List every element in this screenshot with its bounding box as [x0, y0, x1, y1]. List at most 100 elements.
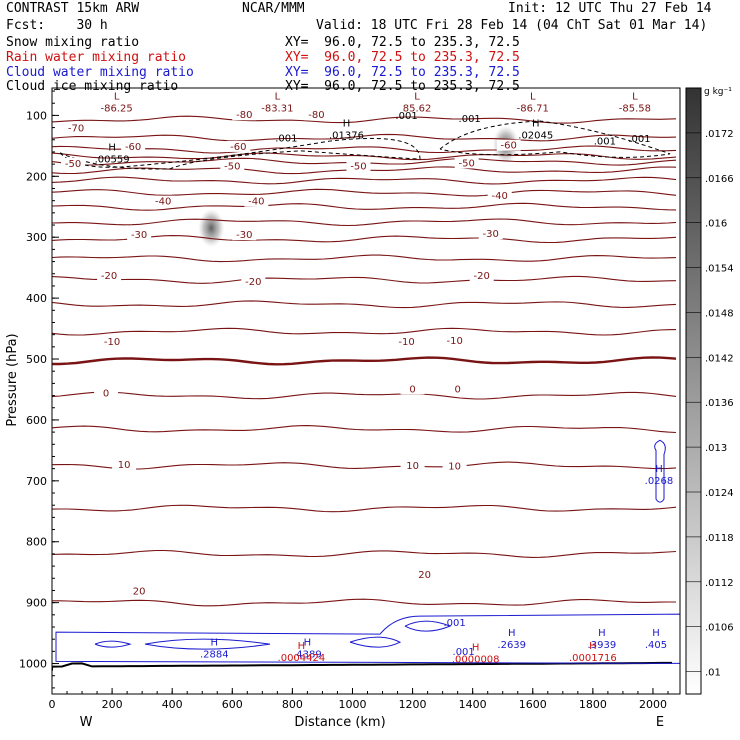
temp-contour: [52, 202, 677, 211]
rain-high-value: .0000008: [452, 654, 500, 665]
water-high-marker: H: [508, 628, 516, 639]
temp-contour-label: -70: [68, 124, 84, 135]
colorbar: g kg⁻¹ .0172 .0166 .016 .0154 .0148 .0142 .013…: [685, 87, 734, 695]
y-axis-label: Pressure (hPa): [5, 333, 20, 426]
x-axis-east-label: E: [656, 715, 664, 730]
colorbar-label: .0148: [705, 308, 734, 319]
temp-label-bg: [400, 460, 425, 472]
x-tick-label: 1000: [338, 698, 366, 711]
water-contour: [404, 620, 452, 632]
y-tick-label: 400: [26, 292, 47, 305]
temp-contour-label: 20: [133, 587, 146, 598]
temp-label-bg: [442, 460, 467, 472]
field-cloudwater-xy: XY= 96.0, 72.5 to 235.3, 72.5: [285, 65, 520, 80]
field-cloudwater-name: Cloud water mixing ratio: [6, 65, 194, 80]
temp-low-marker: L: [632, 91, 638, 102]
temp-contour-label: 0: [103, 389, 109, 400]
model-title: CONTRAST 15km ARW: [6, 1, 140, 16]
colorbar-unit: g kg⁻¹: [704, 87, 732, 97]
temp-label-bg: [487, 190, 512, 202]
x-tick-label: 1200: [399, 698, 427, 711]
temp-contour-label: -80: [236, 110, 252, 121]
temp-contour: [52, 356, 677, 366]
valid-time: Valid: 18 UTC Fri 28 Feb 14 (04 ChT Sat …: [316, 18, 708, 33]
temp-label-bg: [151, 195, 176, 207]
water-high-value: .2639: [497, 640, 526, 651]
rain-high-value: .0004424: [278, 653, 326, 664]
colorbar-label: .0112: [705, 578, 734, 589]
temp-label-bg: [496, 139, 521, 151]
temp-label-bg: [304, 109, 329, 121]
field-cloudice-name: Cloud ice mixing ratio: [6, 79, 179, 94]
temp-label-bg: [412, 569, 437, 581]
water-contour: [144, 638, 271, 650]
temp-contour-label: 0: [409, 384, 415, 395]
temp-label-bg: [445, 383, 470, 395]
field-cloudice-xy: XY= 96.0, 72.5 to 235.3, 72.5: [285, 79, 520, 94]
water-high-value: .0268: [645, 476, 674, 487]
temp-contour-label: -50: [65, 159, 81, 170]
rain-high-value: .0001716: [569, 653, 617, 664]
temp-contour-label: -30: [236, 230, 252, 241]
water-high-marker: H: [652, 628, 660, 639]
water-high-value: .4389: [293, 650, 322, 661]
cloud-ice-contours: [59, 120, 671, 170]
temp-contour: [52, 461, 677, 470]
temp-contour: [52, 145, 677, 154]
temp-contour-label: -30: [483, 229, 499, 240]
field-snow-name: Snow mixing ratio: [6, 35, 140, 50]
ice-high-marker: H: [532, 119, 540, 130]
plot-frame: [51, 87, 681, 695]
temp-contour-label: -60: [125, 142, 141, 153]
temp-low-value: -83.31: [261, 103, 293, 114]
temp-label-bg: [220, 160, 245, 172]
forecast-hour: Fcst: 30 h: [6, 18, 108, 33]
ice-high-value: .00559: [95, 154, 130, 165]
ice-contour-label: .001: [628, 134, 650, 145]
temp-label-bg: [478, 227, 503, 239]
field-rain-name: Rain water mixing ratio: [6, 50, 187, 65]
temp-contour-label: -30: [131, 230, 147, 241]
temp-label-bg: [64, 122, 89, 134]
temperature-contours: [52, 115, 677, 671]
colorbar-label: .0136: [705, 398, 734, 409]
colorbar-label: .0172: [705, 129, 734, 140]
temp-label-bg: [121, 140, 146, 152]
temp-contour: [52, 504, 677, 513]
temp-contour: [52, 176, 677, 185]
temp-contour-label: -50: [224, 161, 240, 172]
rain-high-marker: H: [472, 642, 480, 653]
x-tick-label: 1400: [459, 698, 487, 711]
temp-label-bg: [241, 276, 266, 288]
temp-contour-label: -20: [474, 271, 490, 282]
temp-low-marker: L: [114, 91, 120, 102]
temp-low-value: -85.58: [619, 103, 651, 114]
temp-label-bg: [346, 160, 371, 172]
water-high-marker: H: [655, 464, 663, 475]
y-tick-label: 900: [26, 597, 47, 610]
temp-contour: [52, 275, 677, 284]
ice-contour: [439, 120, 671, 158]
colorbar-ramp: [685, 87, 702, 695]
temp-contour-label: -50: [458, 158, 474, 169]
y-tick-label: 100: [26, 109, 47, 122]
temp-contour-label: -50: [350, 161, 366, 172]
temp-contour: [52, 152, 677, 161]
water-high-value: .3939: [588, 640, 617, 651]
temp-label-bg: [454, 157, 479, 169]
x-tick-label: 2000: [639, 698, 667, 711]
y-tick-label: 700: [26, 475, 47, 488]
init-time: Init: 12 UTC Thu 27 Feb 14: [508, 1, 712, 16]
temp-contour: [52, 425, 677, 434]
ice-contour-label: .001: [395, 111, 417, 122]
temp-contour-label: -60: [230, 142, 246, 153]
field-rain-xy: XY= 96.0, 72.5 to 235.3, 72.5: [285, 50, 520, 65]
ice-contour-label: .001: [275, 134, 297, 145]
temp-label-bg: [226, 140, 251, 152]
water-contour: [654, 439, 666, 503]
ice-high-value: .02045: [518, 131, 553, 142]
temp-contour: [52, 133, 677, 142]
temp-contour-label: -40: [248, 197, 264, 208]
y-tick-label: 300: [26, 231, 47, 244]
